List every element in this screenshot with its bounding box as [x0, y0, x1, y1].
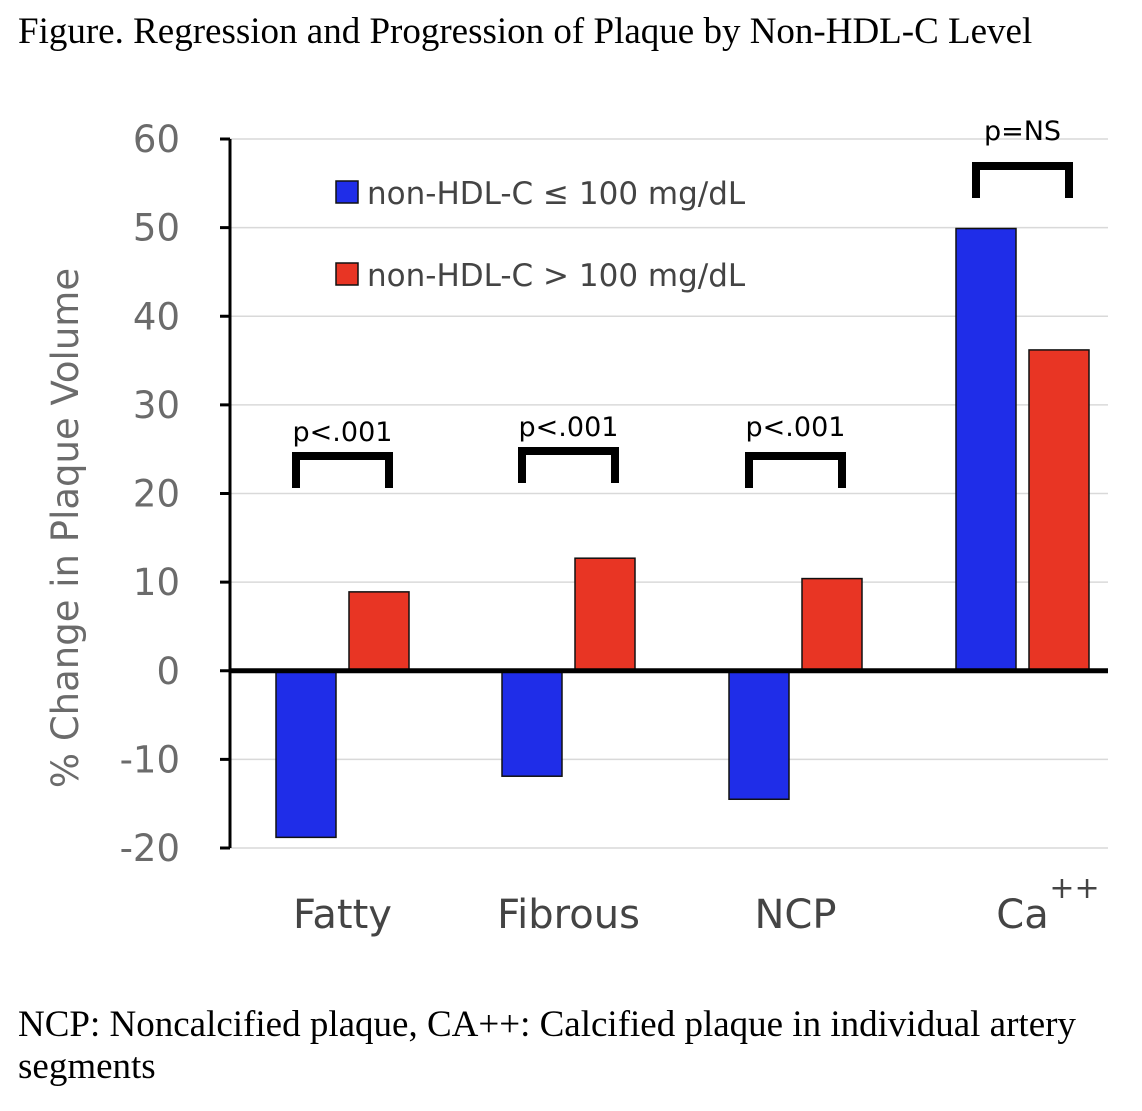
bar-fibrous-series-2	[574, 557, 636, 672]
axes	[220, 137, 1108, 850]
bar-ncp-series-2	[801, 577, 863, 672]
p-value-label: p<.001	[293, 417, 393, 448]
significance-bracket	[972, 162, 1073, 198]
y-tick-label: 50	[133, 207, 180, 250]
y-tick-label: -10	[120, 738, 180, 781]
x-category-labels: Fatty Fibrous NCP Ca++	[293, 871, 1100, 938]
bar-ca-series-2	[1028, 349, 1090, 672]
y-tick-label: 30	[133, 384, 180, 427]
figure-title: Figure. Regression and Progression of Pl…	[18, 11, 1033, 52]
y-tick-label: 60	[133, 118, 180, 161]
x-category-label: NCP	[755, 892, 837, 938]
y-tick-label: 40	[133, 295, 180, 338]
legend-swatch	[335, 262, 359, 286]
p-value-label: p<.001	[519, 412, 619, 443]
significance-bracket	[745, 452, 846, 488]
x-category-label: Fibrous	[497, 892, 640, 938]
p-value-label: p<.001	[746, 412, 846, 443]
bar-ncp-series-1	[728, 670, 790, 801]
y-tick-labels: 60 50 40 30 20 10 0 -10 -20	[120, 118, 180, 870]
y-tick-label: -20	[120, 827, 180, 870]
grid-lines	[230, 138, 1108, 849]
x-category-label: Fatty	[293, 892, 392, 938]
bar-fatty-series-1	[275, 670, 337, 839]
legend-swatch	[335, 180, 359, 204]
figure-caption: NCP: Noncalcified plaque, CA++: Calcifie…	[18, 1004, 1076, 1087]
bar-fatty-series-2	[348, 591, 410, 672]
y-tick-label: 10	[133, 561, 180, 604]
bars	[275, 227, 1090, 839]
bar-fibrous-series-1	[501, 670, 563, 777]
significance-brackets: p<.001 p<.001 p<.001 p=NS	[292, 116, 1073, 488]
y-tick-label: 20	[133, 473, 180, 516]
bar-ca-series-1	[955, 227, 1017, 672]
legend: non-HDL-C ≤ 100 mg/dL non-HDL-C > 100 mg/…	[335, 176, 746, 294]
legend-label: non-HDL-C > 100 mg/dL	[367, 258, 746, 294]
y-axis-label: % Change in Plaque Volume	[44, 268, 87, 788]
x-category-superscript: ++	[1049, 871, 1099, 906]
y-tick-label: 0	[156, 650, 180, 693]
significance-bracket	[292, 452, 393, 488]
x-category-label: Ca	[996, 892, 1048, 938]
significance-bracket	[518, 447, 619, 483]
p-value-label: p=NS	[984, 116, 1061, 147]
legend-label: non-HDL-C ≤ 100 mg/dL	[367, 176, 746, 212]
